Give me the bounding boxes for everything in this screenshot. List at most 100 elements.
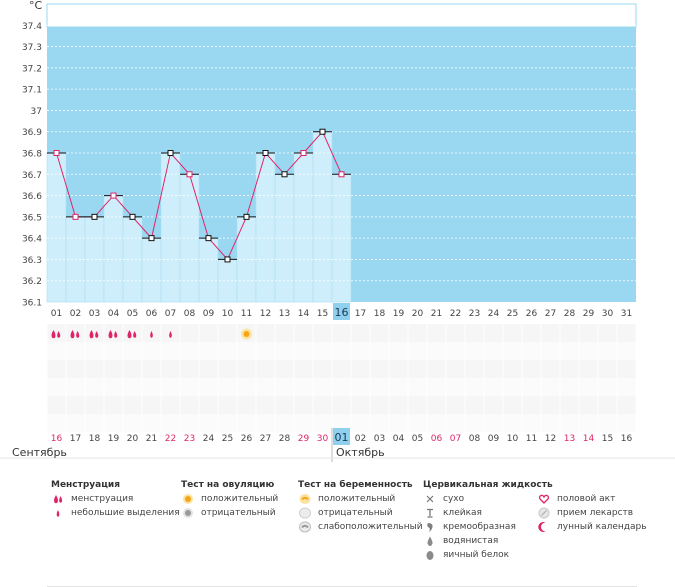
heart-icon [537, 492, 551, 506]
day-label: 24 [488, 309, 500, 319]
day-label: 16 [335, 306, 349, 319]
month-label-september: Сентябрь [12, 446, 67, 459]
y-tick-label: 36.1 [22, 299, 42, 309]
temperature-bar [198, 237, 219, 303]
day-label: 09 [203, 309, 215, 319]
date-number: 10 [507, 434, 519, 444]
day-label: 12 [260, 309, 271, 319]
temperature-point [262, 150, 269, 156]
temperature-point [53, 150, 60, 156]
legend-label: прием лекарств [557, 508, 634, 518]
temperature-point [205, 235, 212, 242]
menstruation-icon [51, 330, 61, 339]
light-spotting-icon [169, 331, 172, 338]
legend-item: яичный белок [423, 548, 553, 562]
legend-item: отрицательный [181, 506, 278, 520]
legend-pregnancy: Тест на беременность положительный отриц… [298, 478, 423, 534]
day-label: 13 [279, 309, 290, 319]
y-tick-label: 36.6 [22, 192, 42, 202]
legend-label: слабоположительный [318, 522, 423, 532]
event-row [47, 324, 636, 342]
temperature-point [72, 213, 79, 220]
light-spotting-icon [150, 331, 153, 338]
date-number: 06 [431, 434, 443, 444]
day-label: 20 [412, 309, 424, 319]
month-label-october: Октябрь [336, 446, 385, 459]
legend-menstruation: Менструация менструация небольшие выделе… [51, 478, 180, 520]
temperature-point [148, 235, 155, 242]
legend-item: положительный [181, 492, 278, 506]
day-label: 15 [317, 309, 328, 319]
sun-icon [181, 492, 195, 506]
temperature-point [167, 150, 174, 156]
date-number: 23 [184, 434, 195, 444]
day-label: 11 [241, 309, 252, 319]
legend-label: сухо [443, 494, 465, 504]
temperature-point [281, 171, 288, 178]
menstruation-icon [108, 330, 118, 339]
legend-label: отрицательный [201, 508, 276, 518]
pregnancy-positive-icon [298, 492, 312, 506]
y-tick-label: 36.9 [22, 128, 42, 138]
day-label: 05 [127, 309, 138, 319]
date-number: 05 [412, 434, 423, 444]
y-tick-label: 37.1 [22, 86, 42, 96]
date-number: 25 [222, 434, 233, 444]
day-label: 26 [526, 309, 538, 319]
legend-item: сухо [423, 492, 553, 506]
date-number: 28 [279, 434, 291, 444]
date-number: 14 [583, 434, 595, 444]
date-number: 09 [488, 434, 500, 444]
legend-item: менструация [51, 492, 180, 506]
drops-icon [51, 492, 65, 506]
legend-item: небольшие выделения [51, 506, 180, 520]
legend-item: прием лекарств [537, 506, 647, 520]
date-number: 08 [469, 434, 481, 444]
date-number: 15 [602, 434, 613, 444]
day-label: 07 [165, 309, 176, 319]
menstruation-icon [127, 330, 137, 339]
creamy-icon [423, 520, 437, 534]
y-tick-label: 36.4 [22, 235, 42, 245]
date-number: 17 [70, 434, 81, 444]
day-label: 21 [431, 309, 442, 319]
legend-item: слабоположительный [298, 520, 423, 534]
legend-title: Цервикальная жидкость [423, 480, 553, 490]
temperature-point [186, 171, 193, 178]
legend-title: Тест на овуляцию [181, 480, 275, 490]
day-label: 27 [545, 309, 556, 319]
day-label: 03 [89, 309, 100, 319]
temperature-point [300, 150, 307, 156]
grey-circle-icon [181, 506, 195, 520]
day-label: 31 [621, 309, 632, 319]
legend-item: отрицательный [298, 506, 423, 520]
legend-label: половой акт [557, 494, 616, 504]
day-label: 19 [393, 309, 405, 319]
temperature-point [91, 213, 98, 220]
date-number: 24 [203, 434, 215, 444]
bbt-chart: 37.4 37.3 37.2 37.1 37 36.9 36.8 36.7 36.6 36.5 36… [0, 3, 675, 462]
y-tick-label: 36.5 [22, 213, 42, 223]
cross-icon [423, 492, 437, 506]
legend-label: лунный календарь [557, 522, 647, 532]
legend-label: кремообразная [443, 522, 516, 532]
date-number: 18 [89, 434, 101, 444]
event-row [47, 342, 636, 360]
day-label: 08 [184, 309, 196, 319]
legend: Менструация менструация небольшие выделе… [47, 478, 647, 587]
legend-title: Тест на беременность [298, 480, 413, 490]
date-number: 16 [621, 434, 633, 444]
pregnancy-weak-positive-icon [298, 520, 312, 534]
legend-item: водянистая [423, 534, 553, 548]
temperature-bar [103, 195, 124, 303]
date-number: 20 [127, 434, 139, 444]
date-number: 27 [260, 434, 271, 444]
moon-icon [537, 520, 551, 534]
temperature-point [224, 256, 231, 263]
legend-other: половой акт прием лекарств лунный календ… [537, 492, 647, 534]
ovulation-positive-core [243, 331, 250, 337]
y-unit-label: °C [29, 0, 43, 12]
legend-label: клейкая [443, 508, 482, 518]
date-number: 12 [545, 434, 556, 444]
date-number: 07 [450, 434, 461, 444]
